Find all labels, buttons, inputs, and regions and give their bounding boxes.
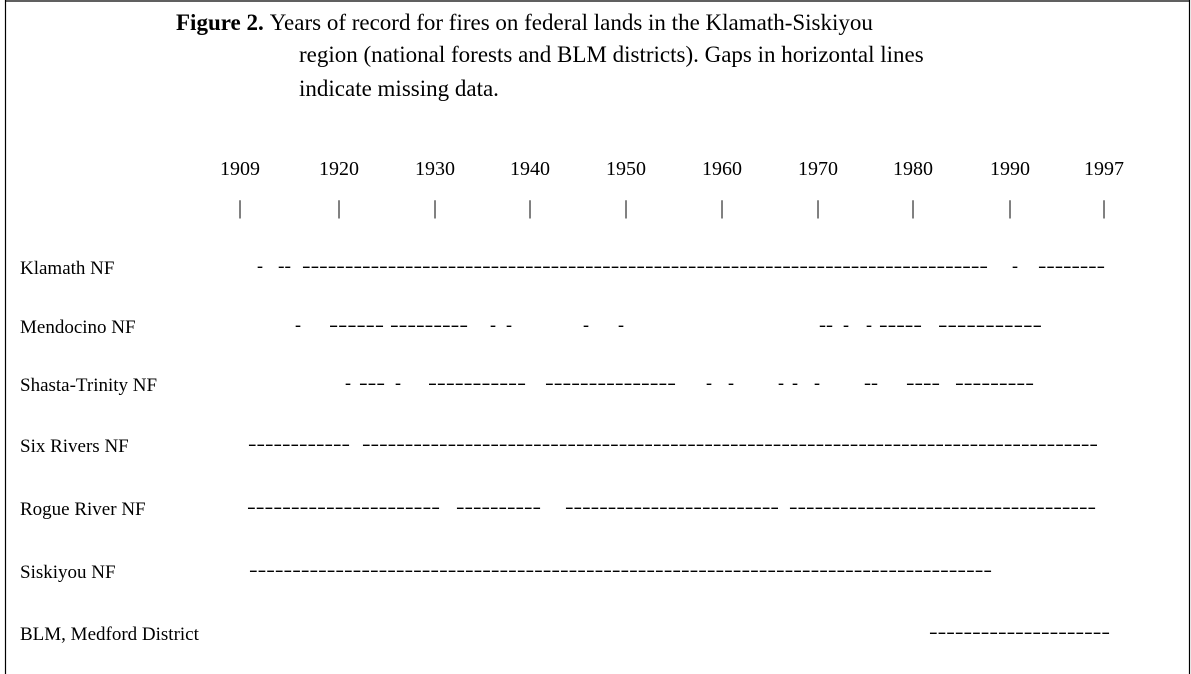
record-dashes: - xyxy=(866,315,872,336)
caption-line: indicate missing data. xyxy=(299,76,499,101)
record-dashes: ------ xyxy=(329,315,384,336)
record-dashes: - xyxy=(395,373,401,394)
record-dashes: --------------- xyxy=(545,373,676,394)
record-dashes: -- xyxy=(278,256,291,277)
record-dashes: - xyxy=(814,373,820,394)
row-label: BLM, Medford District xyxy=(20,624,200,645)
year-tick: | xyxy=(1008,197,1012,219)
record-dashes: ---------- xyxy=(456,497,541,518)
year-tick: | xyxy=(238,197,242,219)
year-label: 1909 xyxy=(220,158,260,180)
row-label: Mendocino NF xyxy=(20,317,136,338)
record-dashes: - xyxy=(257,256,263,277)
year-label: 1997 xyxy=(1084,158,1124,180)
record-dashes: -- xyxy=(864,373,878,394)
record-dashes: ---------------------- xyxy=(247,497,440,518)
record-dashes: -- xyxy=(819,315,833,336)
caption-line: region (national forests and BLM distric… xyxy=(299,42,924,67)
year-tick: | xyxy=(720,197,724,219)
year-label: 1970 xyxy=(798,158,838,180)
record-dashes: - xyxy=(706,373,712,394)
record-dashes: ------------------------------------ xyxy=(789,497,1096,518)
record-dashes: ----------- xyxy=(938,315,1042,336)
record-dashes: ----------- xyxy=(428,373,526,394)
row-label: Shasta-Trinity NF xyxy=(20,375,157,396)
record-dashes: - xyxy=(618,315,624,336)
record-dashes: ------------ xyxy=(248,434,350,455)
year-tick: | xyxy=(337,197,341,219)
record-dashes: --------- xyxy=(955,373,1034,394)
year-tick: | xyxy=(911,197,915,219)
caption-line: Years of record for fires on federal lan… xyxy=(270,10,874,35)
record-dashes: - xyxy=(583,315,589,336)
record-dashes: --------- xyxy=(390,315,468,336)
record-dashes: - xyxy=(792,373,798,394)
record-dashes: - xyxy=(506,315,512,336)
year-tick: | xyxy=(433,197,437,219)
year-label: 1990 xyxy=(990,158,1030,180)
year-label: 1940 xyxy=(510,158,550,180)
record-dashes: --- xyxy=(359,373,385,394)
record-dashes: - xyxy=(728,373,734,394)
row-label: Six Rivers NF xyxy=(20,436,129,457)
row-label: Klamath NF xyxy=(20,258,114,279)
year-label: 1930 xyxy=(415,158,455,180)
year-label: 1960 xyxy=(702,158,742,180)
row-label: Siskiyou NF xyxy=(20,562,116,583)
record-dashes: - xyxy=(345,373,351,394)
record-dashes: -------- xyxy=(1038,256,1105,277)
year-tick: | xyxy=(816,197,820,219)
record-dashes: - xyxy=(1012,256,1018,277)
record-dashes: - xyxy=(490,315,496,336)
record-dashes: ----------------------------------------… xyxy=(362,434,1098,455)
year-label: 1980 xyxy=(893,158,933,180)
record-dashes: ----- xyxy=(879,315,922,336)
record-dashes: ----------------------------------------… xyxy=(302,256,988,277)
year-tick: | xyxy=(624,197,628,219)
year-tick: | xyxy=(528,197,532,219)
record-dashes: ----------------------------------------… xyxy=(249,560,992,581)
record-dashes: - xyxy=(778,373,784,394)
year-label: 1950 xyxy=(606,158,646,180)
record-dashes: - xyxy=(843,315,849,336)
row-label: Rogue River NF xyxy=(20,499,146,520)
caption-label: Figure 2. xyxy=(176,10,264,35)
year-label: 1920 xyxy=(319,158,359,180)
year-tick: | xyxy=(1102,197,1106,219)
record-dashes: --------------------- xyxy=(929,622,1110,643)
record-dashes: ------------------------- xyxy=(565,497,779,518)
record-dashes: ---- xyxy=(906,373,940,394)
record-dashes: - xyxy=(295,315,301,336)
